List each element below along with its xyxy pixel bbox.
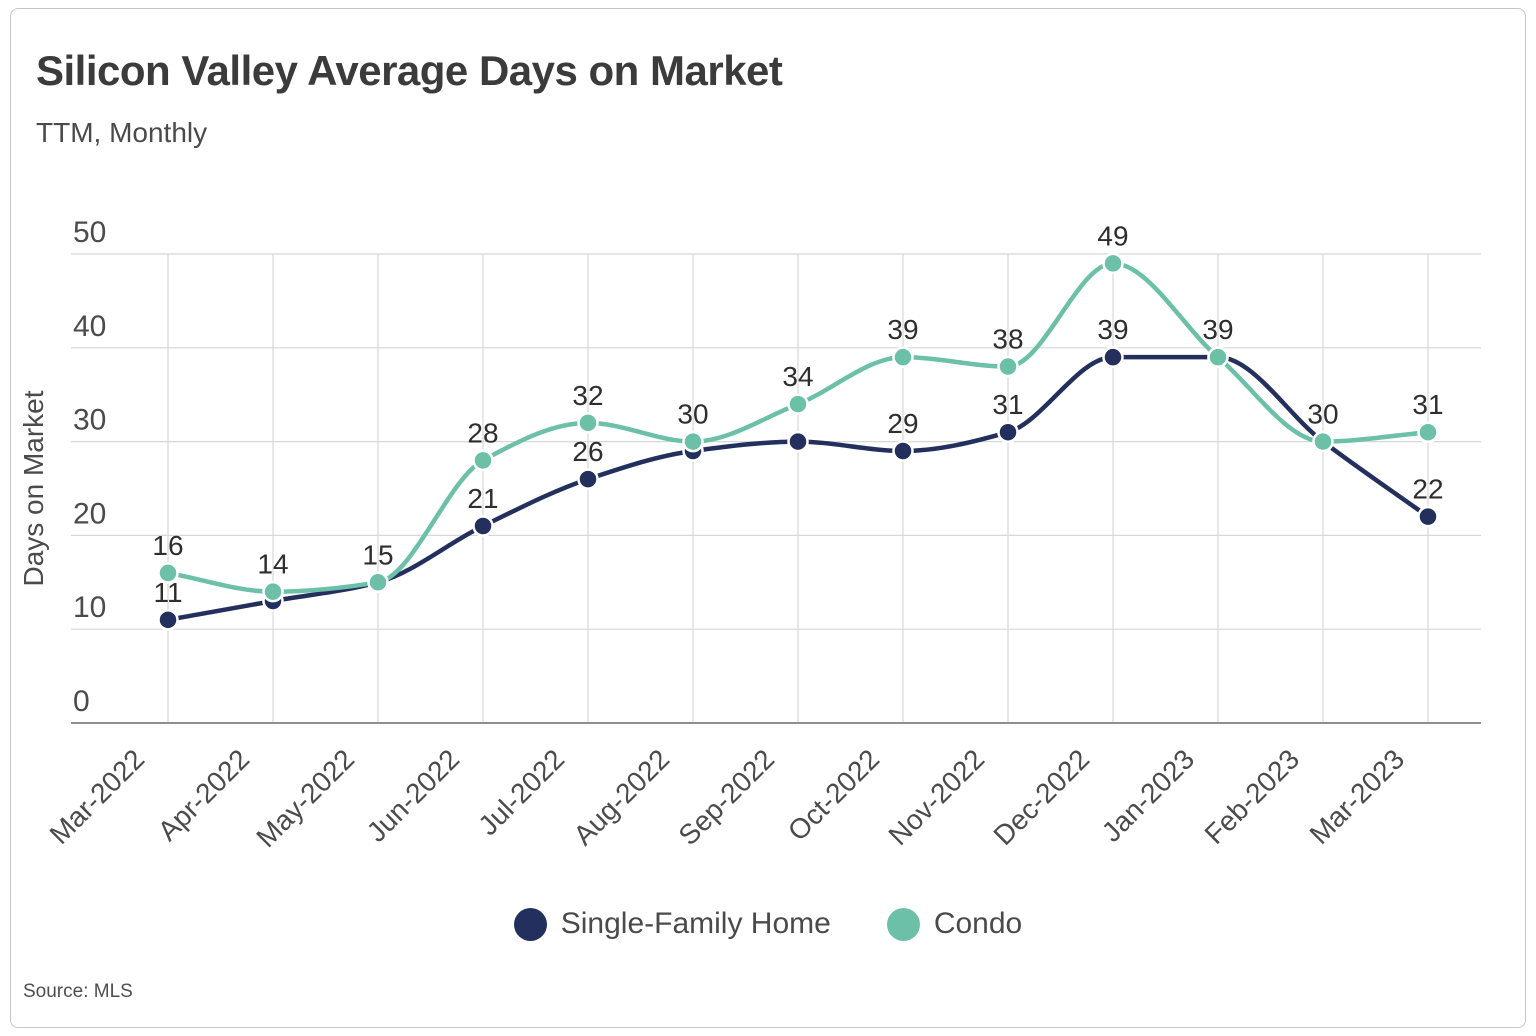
svg-text:Sep-2022: Sep-2022 [672, 743, 780, 851]
svg-text:0: 0 [73, 685, 90, 718]
chart-area: 0 10 20 30 40 50 Days on Market Mar-2022 Apr-202… [11, 9, 1525, 1027]
svg-text:Aug-2022: Aug-2022 [567, 743, 675, 851]
svg-text:Jun-2022: Jun-2022 [361, 743, 465, 847]
legend-item-single-family-home: Single-Family Home [513, 907, 831, 941]
legend-label-single-family-home: Single-Family Home [560, 907, 831, 940]
svg-text:20: 20 [73, 497, 106, 530]
svg-text:Feb-2023: Feb-2023 [1199, 743, 1306, 850]
svg-text:Nov-2022: Nov-2022 [882, 743, 990, 851]
legend-label-condo: Condo [933, 907, 1023, 940]
svg-text:31: 31 [992, 389, 1023, 420]
svg-text:34: 34 [782, 361, 813, 392]
chart-title: Silicon Valley Average Days on Market [36, 47, 783, 94]
svg-text:16: 16 [152, 530, 183, 561]
svg-text:15: 15 [362, 539, 393, 570]
y-axis-title: Days on Market [18, 390, 49, 586]
svg-text:21: 21 [467, 483, 498, 514]
data-labels: 11 21 26 29 31 39 22 16 14 15 28 32 30 34 39 38 49 39 30 31 [152, 220, 1443, 607]
svg-text:Apr-2022: Apr-2022 [152, 743, 255, 846]
svg-text:11: 11 [153, 577, 182, 608]
svg-text:Jul-2022: Jul-2022 [472, 743, 570, 841]
chart-legend: Single-Family Home Condo [11, 907, 1525, 941]
svg-text:May-2022: May-2022 [250, 743, 360, 853]
svg-text:30: 30 [1307, 399, 1338, 430]
svg-text:Jan-2023: Jan-2023 [1096, 743, 1200, 847]
svg-text:Oct-2022: Oct-2022 [782, 743, 885, 846]
svg-text:49: 49 [1097, 220, 1128, 251]
chart-card: Silicon Valley Average Days on Market TT… [10, 8, 1526, 1028]
svg-text:26: 26 [572, 436, 603, 467]
svg-text:Mar-2022: Mar-2022 [44, 743, 151, 850]
y-axis-tick-labels: 0 10 20 30 40 50 [73, 216, 106, 718]
series-markers-1 [157, 252, 1439, 603]
svg-text:38: 38 [992, 324, 1023, 355]
svg-text:Mar-2023: Mar-2023 [1304, 743, 1411, 850]
svg-text:22: 22 [1412, 474, 1443, 505]
condo-legend-dot-icon [886, 907, 920, 941]
chart-subtitle: TTM, Monthly [36, 117, 208, 148]
svg-text:50: 50 [73, 216, 106, 249]
svg-text:29: 29 [887, 408, 918, 439]
svg-text:10: 10 [73, 591, 106, 624]
svg-text:32: 32 [572, 380, 603, 411]
svg-text:Dec-2022: Dec-2022 [987, 743, 1095, 851]
svg-text:31: 31 [1412, 389, 1443, 420]
legend-item-condo: Condo [886, 907, 1023, 941]
svg-text:39: 39 [1202, 314, 1233, 345]
gridlines [71, 253, 1481, 724]
chart-canvas: 0 10 20 30 40 50 Days on Market Mar-2022 Apr-202… [18, 216, 1481, 853]
single-family-home-legend-dot-icon [513, 907, 547, 941]
svg-text:14: 14 [257, 549, 288, 580]
svg-text:40: 40 [73, 310, 106, 343]
source-note: Source: MLS [23, 981, 133, 1002]
svg-text:28: 28 [467, 417, 498, 448]
svg-text:30: 30 [73, 404, 106, 437]
svg-text:30: 30 [677, 399, 708, 430]
svg-text:39: 39 [887, 314, 918, 345]
svg-text:39: 39 [1097, 314, 1128, 345]
